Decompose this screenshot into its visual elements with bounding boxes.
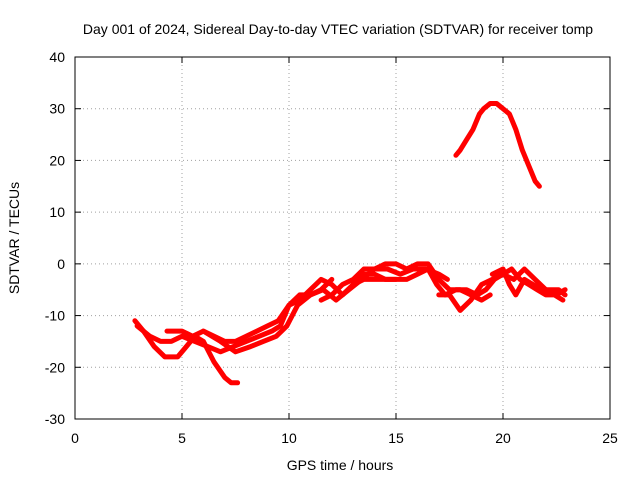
data-series <box>132 101 568 386</box>
chart-title: Day 001 of 2024, Sidereal Day-to-day VTE… <box>83 21 593 37</box>
y-axis-label: SDTVAR / TECUs <box>6 182 22 294</box>
series-track-9 <box>453 101 542 189</box>
plot-frame <box>74 56 611 420</box>
x-tick-label: 25 <box>602 430 618 446</box>
y-tick-labels: -30 -20 -10 0 10 20 30 40 <box>45 49 65 427</box>
x-axis-label: GPS time / hours <box>287 457 394 473</box>
grid-lines <box>75 57 610 419</box>
x-tick-label: 0 <box>71 430 79 446</box>
y-tick-label: -30 <box>45 411 65 427</box>
y-tick-label: 40 <box>49 49 65 65</box>
x-tick-label: 5 <box>178 430 186 446</box>
y-tick-label: -20 <box>45 359 65 375</box>
y-tick-label: 20 <box>49 152 65 168</box>
y-tick-label: -10 <box>45 308 65 324</box>
axis-ticks <box>74 56 611 420</box>
x-tick-label: 20 <box>495 430 511 446</box>
y-tick-label: 10 <box>49 204 65 220</box>
x-tick-label: 15 <box>388 430 404 446</box>
y-tick-label: 0 <box>57 256 65 272</box>
x-tick-labels: 0 5 10 15 20 25 <box>71 430 618 446</box>
y-tick-label: 30 <box>49 101 65 117</box>
series-track-8 <box>489 266 568 298</box>
x-tick-label: 10 <box>281 430 297 446</box>
